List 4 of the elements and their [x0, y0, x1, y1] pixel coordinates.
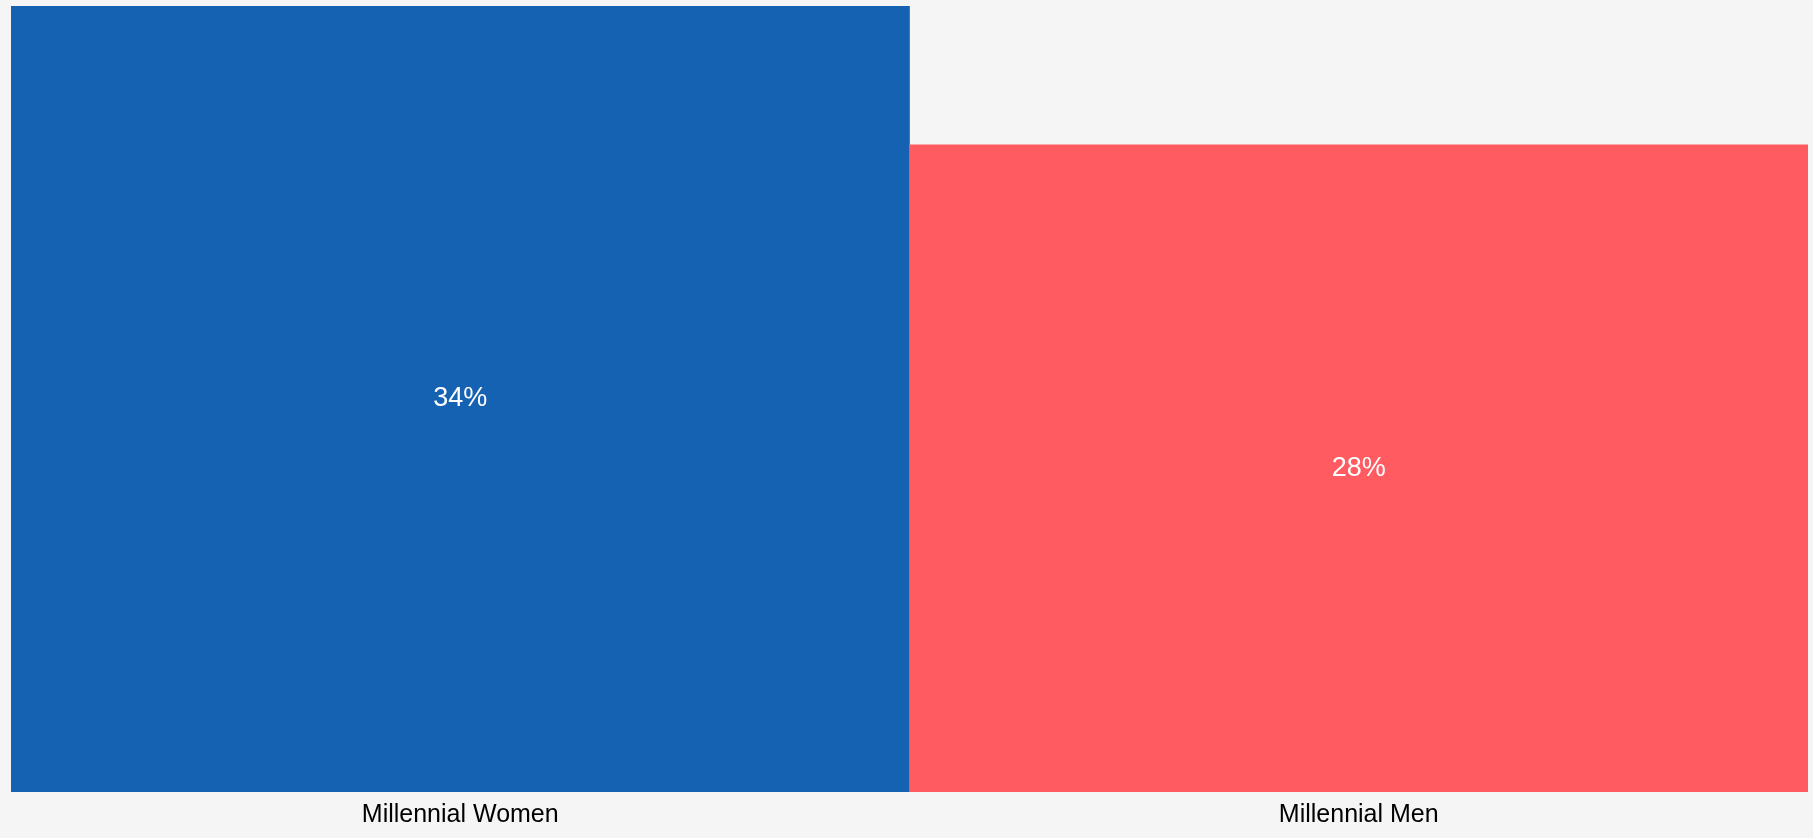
data-label: 28%: [1331, 451, 1386, 482]
x-tick-label: Millennial Women: [361, 798, 559, 827]
data-label: 34%: [433, 382, 488, 413]
x-tick-label: Millennial Men: [1278, 798, 1439, 827]
